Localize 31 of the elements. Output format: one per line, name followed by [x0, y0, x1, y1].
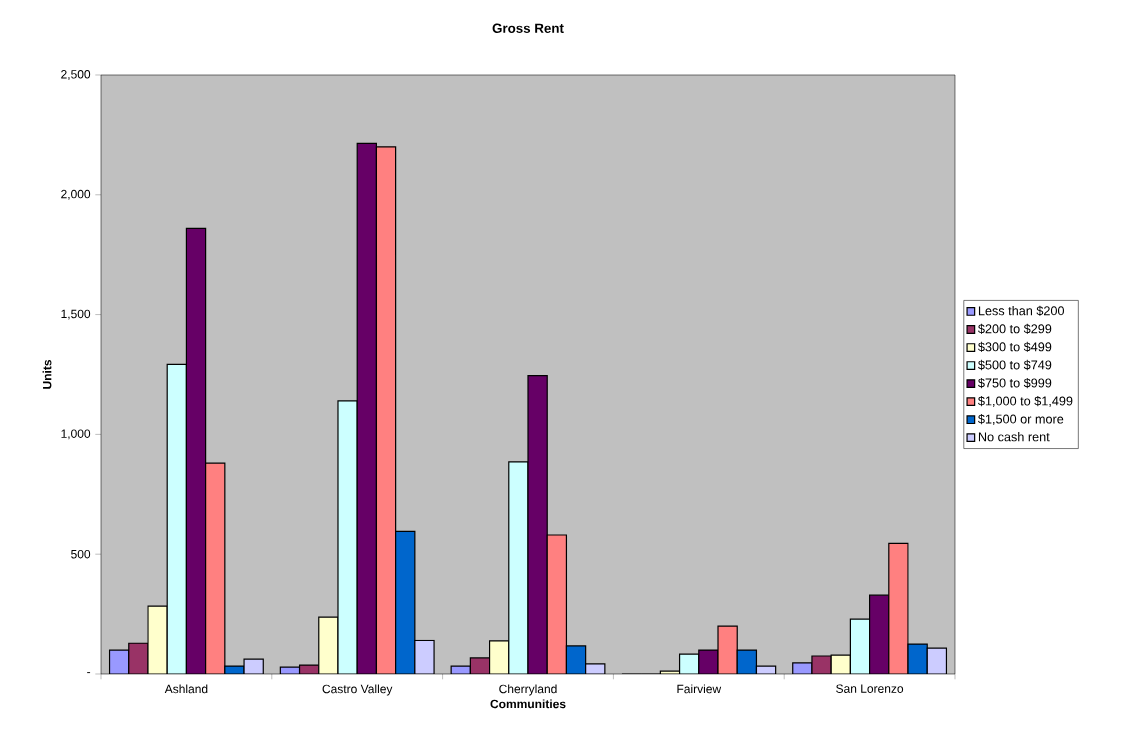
legend-label: $500 to $749	[978, 359, 1052, 371]
y-tick-label: 2,000	[61, 189, 91, 200]
x-tick-label: Castro Valley	[322, 684, 393, 696]
legend-label: $750 to $999	[978, 377, 1052, 389]
bar	[508, 461, 528, 674]
bar	[186, 228, 206, 674]
bar	[528, 375, 548, 674]
x-axis-title: Communities	[490, 699, 566, 709]
y-tick-label: 500	[71, 549, 91, 559]
x-tick-label: Fairview	[677, 684, 722, 694]
legend-label: $1,500 or more	[978, 413, 1064, 426]
legend-label: $300 to $499	[978, 341, 1052, 353]
legend-label: No cash rent	[978, 432, 1050, 442]
x-tick-label: Cherryland	[499, 684, 557, 696]
chart-title: Gross Rent	[492, 23, 564, 33]
bar	[167, 364, 187, 674]
bar	[868, 594, 890, 674]
y-tick-label: 1,000	[61, 429, 91, 440]
legend-label: Less than $200	[978, 305, 1065, 317]
bar	[337, 400, 358, 674]
x-tick-label: San Lorenzo	[836, 684, 904, 693]
bar	[357, 143, 377, 674]
y-tick-label: 1,500	[61, 309, 91, 320]
legend-label: $200 to $299	[978, 323, 1052, 335]
bar	[849, 618, 871, 674]
x-tick-label: Ashland	[164, 684, 208, 694]
legend-label: $1,000 to $1,499	[978, 395, 1073, 407]
y-tick-label: 2,500	[61, 70, 91, 80]
y-tick-label: -	[87, 672, 91, 674]
y-axis-title: Units	[42, 359, 52, 389]
bar	[395, 531, 415, 674]
